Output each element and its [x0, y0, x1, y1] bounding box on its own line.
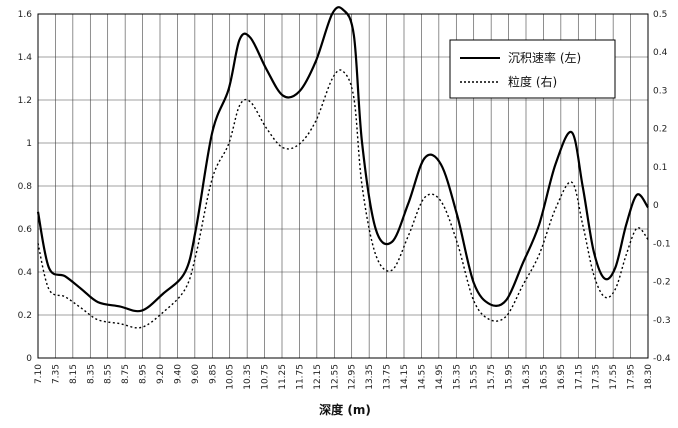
x-tick-label: 15.55	[470, 364, 480, 390]
x-tick-label: 15.95	[505, 364, 515, 390]
x-tick-label: 11.75	[295, 364, 305, 390]
x-tick-label: 18.30	[644, 364, 654, 390]
y-right-tick-label: -0.4	[653, 354, 671, 364]
x-tick-label: 14.95	[435, 364, 445, 390]
x-tick-label: 17.35	[592, 364, 602, 390]
x-tick-label: 12.95	[348, 364, 358, 390]
x-tick-label: 8.35	[86, 364, 96, 384]
legend-label-deposition-rate: 沉积速率 (左)	[508, 50, 581, 65]
y-right-tick-label: -0.2	[653, 278, 671, 288]
x-tick-label: 14.15	[400, 364, 410, 390]
y-left-tick-label: 0.4	[18, 268, 33, 278]
y-left-tick-label: 0.8	[18, 182, 33, 192]
legend-box	[449, 39, 616, 99]
plot-area	[37, 13, 649, 359]
x-tick-label: 12.55	[330, 364, 340, 390]
x-tick-label: 8.95	[139, 364, 149, 384]
x-tick-label: 17.95	[627, 364, 637, 390]
x-tick-label: 16.95	[557, 364, 567, 390]
y-right-tick-label: 0.2	[653, 125, 667, 135]
y-left-tick-label: 0.6	[18, 225, 33, 235]
y-right-tick-label: 0.1	[653, 163, 667, 173]
x-tick-label: 8.55	[104, 364, 114, 384]
y-right-tick-label: -0.3	[653, 316, 671, 326]
x-tick-label: 16.35	[522, 364, 532, 390]
x-axis-title: 深度 (m)	[319, 402, 371, 417]
x-tick-label: 11.25	[278, 364, 288, 390]
x-tick-label: 9.40	[173, 364, 183, 384]
x-tick-label: 10.75	[261, 364, 271, 390]
x-tick-label: 15.35	[452, 364, 462, 390]
y-left-tick-label: 1.4	[18, 53, 33, 63]
x-tick-label: 9.85	[208, 364, 218, 384]
x-tick-label: 17.15	[574, 364, 584, 390]
y-right-tick-label: 0.3	[653, 86, 667, 96]
x-tick-labels: 7.10 7.35 8.15 8.35 8.55 8.75 8.95 9.20 9.40 9.60…	[34, 364, 654, 390]
x-tick-label: 7.10	[34, 364, 44, 384]
x-tick-label: 8.15	[69, 364, 79, 384]
y-left-tick-label: 1	[26, 139, 32, 149]
y-left-tick-label: 1.2	[18, 96, 32, 106]
x-tick-label: 15.75	[487, 364, 497, 390]
x-tick-label: 10.05	[226, 364, 236, 390]
y-left-tick-label: 0	[26, 354, 32, 364]
y-right-tick-label: -0.1	[653, 239, 671, 249]
x-tick-label: 14.55	[417, 364, 427, 390]
y-left-tick-label: 0.2	[18, 311, 32, 321]
legend: 沉积速率 (左) 粒度 (右)	[449, 39, 616, 99]
y-left-tick-labels: 0 0.2 0.4 0.6 0.8 1 1.2 1.4 1.6	[18, 10, 33, 364]
y-right-tick-label: 0.5	[653, 10, 667, 20]
x-tick-label: 16.55	[539, 364, 549, 390]
x-tick-label: 13.75	[383, 364, 393, 390]
y-left-tick-label: 1.6	[18, 10, 33, 20]
x-tick-label: 10.35	[243, 364, 253, 390]
y-right-tick-labels: -0.4 -0.3 -0.2 -0.1 0 0.1 0.2 0.3 0.4 0.5	[653, 10, 671, 364]
y-right-tick-label: 0	[653, 201, 659, 211]
series-line-deposition-rate	[36, 6, 649, 313]
x-tick-label: 17.55	[609, 364, 619, 390]
legend-label-grain-size: 粒度 (右)	[508, 74, 557, 89]
series-layer	[36, 6, 649, 329]
x-tick-label: 13.35	[365, 364, 375, 390]
x-tick-label: 12.15	[313, 364, 323, 390]
x-tick-label: 9.60	[191, 364, 201, 384]
x-tick-label: 7.35	[51, 364, 61, 384]
x-tick-label: 8.75	[121, 364, 131, 384]
y-right-tick-label: 0.4	[653, 48, 668, 58]
x-tick-label: 9.20	[156, 364, 166, 384]
